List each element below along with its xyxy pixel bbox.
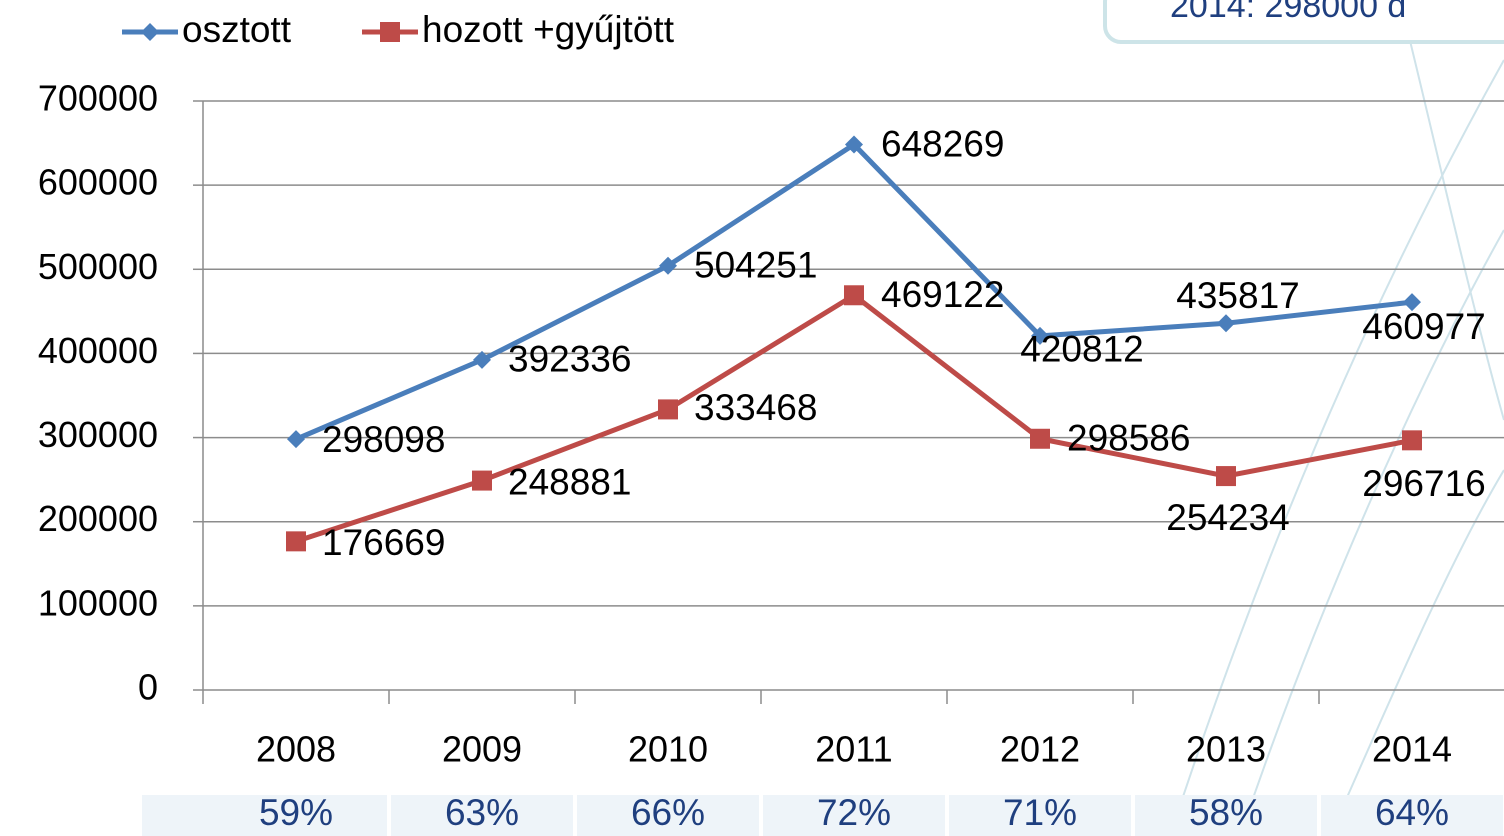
background-decoration: [1169, 0, 1504, 836]
x-tick-label: 2008: [256, 729, 336, 770]
x-tick-label: 2012: [1000, 729, 1080, 770]
percent-label: 71%: [1003, 792, 1077, 833]
y-tick-label: 200000: [38, 498, 158, 539]
y-tick-label: 100000: [38, 582, 158, 623]
y-tick-label: 300000: [38, 414, 158, 455]
marker: [1030, 428, 1050, 449]
percent-cell: [577, 795, 759, 836]
marker: [1031, 326, 1049, 345]
x-tick-label: 2014: [1372, 729, 1452, 770]
percent-label: 72%: [817, 792, 891, 833]
legend-label: hozott +gyűjtött: [422, 9, 675, 50]
percent-cell: [949, 795, 1131, 836]
data-label: 248881: [508, 461, 631, 502]
data-label: 460977: [1362, 306, 1485, 347]
data-label: 176669: [322, 522, 445, 563]
data-label: 298098: [322, 419, 445, 460]
data-label: 254234: [1166, 497, 1289, 538]
percent-cell: [1135, 795, 1317, 836]
data-label: 648269: [881, 123, 1004, 164]
callout-box: [1103, 0, 1504, 44]
marker: [1402, 430, 1422, 451]
marker: [472, 470, 492, 491]
marker: [287, 430, 305, 449]
y-tick-label: 400000: [38, 330, 158, 371]
marker: [659, 256, 677, 275]
percent-label: 64%: [1375, 792, 1449, 833]
marker: [1217, 314, 1235, 333]
percent-label: 58%: [1189, 792, 1263, 833]
legend-label: osztott: [182, 9, 292, 50]
percent-label: 63%: [445, 792, 519, 833]
callout-text: 2014: 298000 d: [1170, 0, 1406, 25]
data-label: 435817: [1176, 275, 1299, 316]
marker: [658, 399, 678, 420]
data-label: 392336: [508, 339, 631, 380]
marker: [845, 135, 863, 154]
data-label: 333468: [694, 387, 817, 428]
data-label: 298586: [1067, 418, 1190, 459]
percent-label: 66%: [631, 792, 705, 833]
x-tick-label: 2013: [1186, 729, 1266, 770]
x-tick-label: 2011: [815, 729, 892, 770]
legend-marker: [380, 22, 400, 42]
legend-marker: [141, 23, 159, 41]
y-tick-label: 700000: [38, 78, 158, 119]
marker: [844, 285, 864, 306]
percent-cell: [763, 795, 945, 836]
percent-cell: [391, 795, 573, 836]
percent-cell: [1321, 795, 1503, 836]
data-label: 296716: [1362, 463, 1485, 504]
x-tick-label: 2009: [442, 729, 522, 770]
x-tick-label: 2010: [628, 729, 708, 770]
y-tick-label: 500000: [38, 246, 158, 287]
percent-cell: [142, 795, 387, 836]
data-label: 504251: [694, 244, 817, 285]
percent-label: 59%: [259, 792, 333, 833]
y-tick-label: 600000: [38, 162, 158, 203]
marker: [473, 350, 491, 369]
marker: [1403, 293, 1421, 312]
data-label: 469122: [881, 274, 1004, 315]
marker: [286, 531, 306, 552]
data-label: 420812: [1020, 329, 1143, 370]
y-tick-label: 0: [138, 667, 158, 708]
marker: [1216, 466, 1236, 487]
